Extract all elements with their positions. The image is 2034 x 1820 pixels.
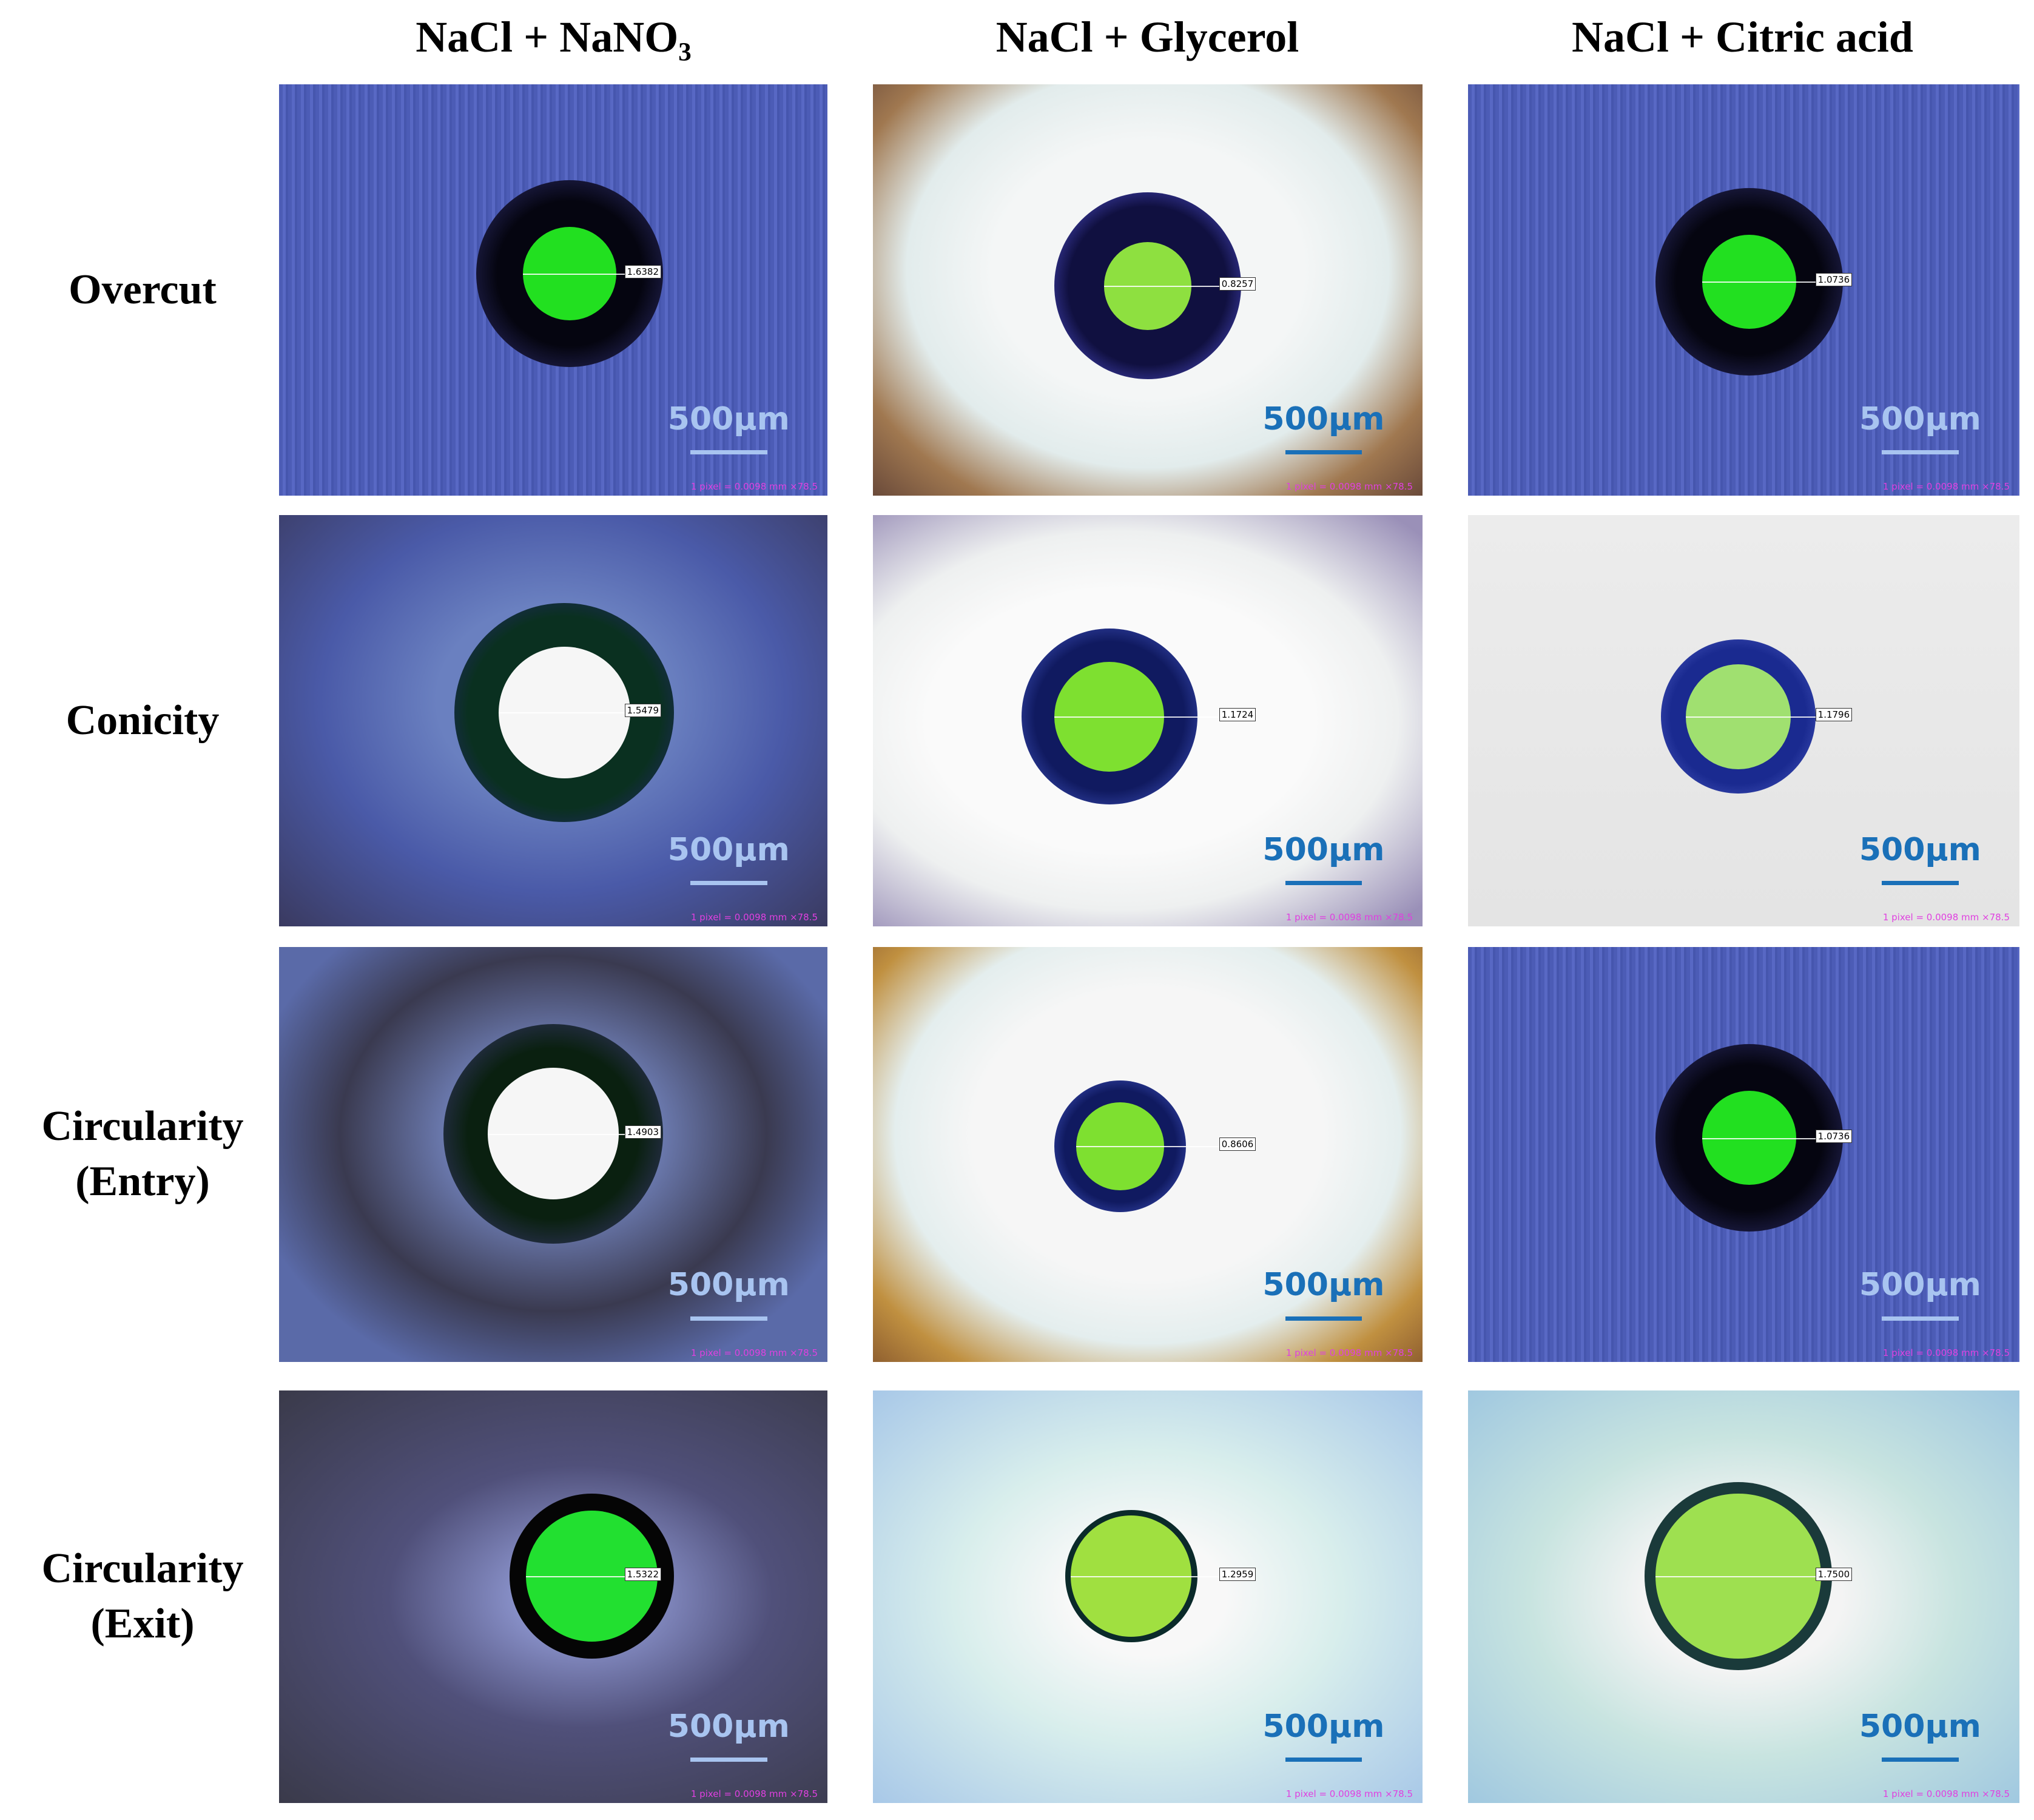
scale-bar-label: 500µm <box>667 1708 790 1745</box>
scale-bar <box>1881 1316 1959 1321</box>
hole <box>1702 235 1796 329</box>
calibration: 1 pixel = 0.0098 mm ×78.5 <box>1285 1347 1413 1358</box>
measure-line <box>1076 1146 1247 1148</box>
measure-line <box>523 273 652 275</box>
measurement: 0.8257 <box>1219 277 1256 291</box>
scale-bar <box>690 1316 767 1321</box>
scale-bar-label: 500µm <box>1262 401 1385 438</box>
calibration: 1 pixel = 0.0098 mm ×78.5 <box>690 481 818 492</box>
measurement: 1.5322 <box>624 1568 662 1581</box>
hole <box>1054 661 1165 772</box>
calibration: 1 pixel = 0.0098 mm ×78.5 <box>1882 1788 2010 1799</box>
scale-bar-label: 500µm <box>1262 1708 1385 1745</box>
scale-bar <box>1285 1316 1362 1321</box>
scale-bar <box>690 1758 767 1762</box>
measure-line <box>1686 716 1844 718</box>
measurement: 1.6382 <box>624 265 662 278</box>
measurement: 1.0736 <box>1815 1129 1853 1143</box>
micrograph: 1.4903 500µm 1 pixel = 0.0098 mm ×78.5 <box>279 947 827 1362</box>
micrograph: 1.2959 500µm 1 pixel = 0.0098 mm ×78.5 <box>873 1390 1423 1803</box>
scale-bar-label: 500µm <box>667 832 790 869</box>
scale-bar-label: 500µm <box>667 401 790 438</box>
row-header: Circularity (Exit) <box>41 1545 244 1647</box>
row-header: Conicity <box>66 697 220 744</box>
scale-bar <box>1285 450 1362 455</box>
column-header: NaCl + Glycerol <box>995 13 1299 61</box>
calibration: 1 pixel = 0.0098 mm ×78.5 <box>1882 481 2010 492</box>
measure-line <box>1071 1576 1247 1577</box>
scale-bar-label: 500µm <box>1859 1708 1981 1745</box>
hole <box>1103 241 1192 330</box>
measure-line <box>1655 1576 1844 1577</box>
micrograph: 1.1796 500µm 1 pixel = 0.0098 mm ×78.5 <box>1468 515 2019 926</box>
measurement: 1.7500 <box>1815 1568 1853 1581</box>
micrograph: 1.5479 500µm 1 pixel = 0.0098 mm ×78.5 <box>279 515 827 926</box>
hole <box>498 646 630 778</box>
scale-bar <box>1881 881 1959 886</box>
calibration: 1 pixel = 0.0098 mm ×78.5 <box>1882 1347 2010 1358</box>
micrograph: 1.6382 500µm 1 pixel = 0.0098 mm ×78.5 <box>279 84 827 496</box>
measure-line <box>1054 716 1247 718</box>
hole <box>1655 1493 1821 1659</box>
measure-line <box>1702 1138 1844 1139</box>
scale-bar <box>1285 1758 1362 1762</box>
scale-bar <box>1285 881 1362 886</box>
scale-bar <box>1881 450 1959 455</box>
calibration: 1 pixel = 0.0098 mm ×78.5 <box>1285 481 1413 492</box>
scale-bar-label: 500µm <box>1859 832 1981 869</box>
column-header: NaCl + NaNO₃ <box>416 13 692 61</box>
row-header: Circularity (Entry) <box>41 1103 244 1205</box>
scale-bar-label: 500µm <box>1262 832 1385 869</box>
micrograph: 1.0736 500µm 1 pixel = 0.0098 mm ×78.5 <box>1468 947 2019 1362</box>
calibration: 1 pixel = 0.0098 mm ×78.5 <box>1285 912 1413 923</box>
row-header: Overcut <box>69 266 217 313</box>
scale-bar <box>690 450 767 455</box>
calibration: 1 pixel = 0.0098 mm ×78.5 <box>1882 912 2010 923</box>
micrograph: 1.7500 500µm 1 pixel = 0.0098 mm ×78.5 <box>1468 1390 2019 1803</box>
calibration: 1 pixel = 0.0098 mm ×78.5 <box>690 912 818 923</box>
measure-line <box>498 712 652 714</box>
hole <box>487 1068 619 1200</box>
calibration: 1 pixel = 0.0098 mm ×78.5 <box>1285 1788 1413 1799</box>
measure-line <box>525 1576 652 1577</box>
hole <box>1071 1515 1192 1637</box>
scale-bar-label: 500µm <box>667 1266 790 1303</box>
micrograph: 1.5322 500µm 1 pixel = 0.0098 mm ×78.5 <box>279 1390 827 1803</box>
measurement: 1.0736 <box>1815 273 1853 287</box>
scale-bar-label: 500µm <box>1859 1266 1981 1303</box>
calibration: 1 pixel = 0.0098 mm ×78.5 <box>690 1347 818 1358</box>
measure-line <box>1103 286 1247 288</box>
measurement: 1.2959 <box>1219 1568 1256 1581</box>
measurement: 1.1796 <box>1815 708 1853 722</box>
hole <box>523 227 616 320</box>
hole <box>1076 1102 1165 1190</box>
scale-bar-label: 500µm <box>1262 1266 1385 1303</box>
scale-bar <box>1881 1758 1959 1762</box>
hole <box>1686 664 1791 769</box>
measurement: 1.5479 <box>624 704 662 718</box>
measurement: 1.1724 <box>1219 708 1256 722</box>
column-header: NaCl + Citric acid <box>1572 13 1913 61</box>
scale-bar-label: 500µm <box>1859 401 1981 438</box>
micrograph: 1.1724 500µm 1 pixel = 0.0098 mm ×78.5 <box>873 515 1423 926</box>
micrograph: 1.0736 500µm 1 pixel = 0.0098 mm ×78.5 <box>1468 84 2019 496</box>
calibration: 1 pixel = 0.0098 mm ×78.5 <box>690 1788 818 1799</box>
scale-bar <box>690 881 767 886</box>
measurement: 0.8606 <box>1219 1138 1256 1151</box>
measure-line <box>487 1133 652 1135</box>
micrograph: 0.8606 500µm 1 pixel = 0.0098 mm ×78.5 <box>873 947 1423 1362</box>
measure-line <box>1702 281 1844 283</box>
micrograph: 0.8257 500µm 1 pixel = 0.0098 mm ×78.5 <box>873 84 1423 496</box>
measurement: 1.4903 <box>624 1125 662 1139</box>
